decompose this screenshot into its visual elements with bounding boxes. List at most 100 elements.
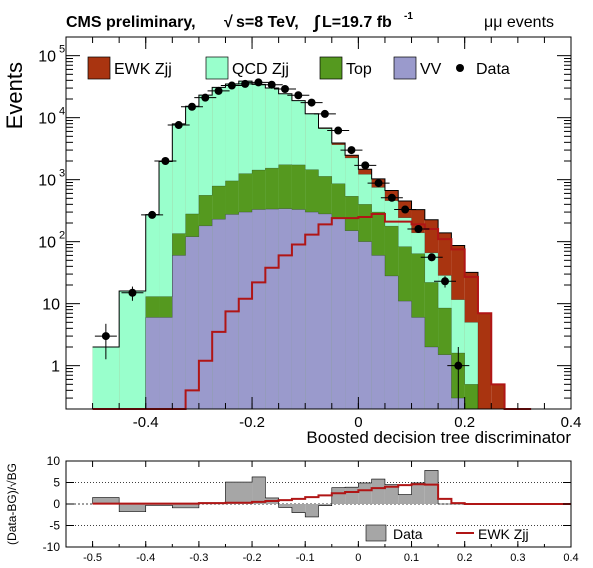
integral-symbol: ∫ xyxy=(313,12,321,32)
ratio-legend-data-swatch xyxy=(365,524,387,542)
ratio-y-tick-label: -5 xyxy=(49,519,60,533)
channel-label: μμ events xyxy=(484,14,554,31)
ratio-x-tick-label: 0.1 xyxy=(404,552,419,564)
ratio-data-bar xyxy=(252,476,266,504)
ewk-zjj-bar xyxy=(477,313,492,409)
vv-bar xyxy=(172,255,186,409)
vv-bar xyxy=(371,255,385,409)
vv-bar xyxy=(331,218,346,409)
ratio-data-outline xyxy=(92,470,532,518)
ratio-x-axis: -0.5 -0.4 -0.3 -0.2 -0.1 0 0.1 0.2 0.3 0.4 xyxy=(65,461,579,564)
ratio-y-tick-label: 5 xyxy=(53,476,60,490)
data-point xyxy=(254,78,263,87)
ratio-data-bar xyxy=(358,482,372,504)
y-tick-label: 1 xyxy=(51,359,60,376)
ratio-data-bar xyxy=(424,470,439,504)
data-point xyxy=(148,210,157,219)
data-point xyxy=(101,332,110,341)
y-tick-exponent: 4 xyxy=(59,106,65,118)
legend-label: Data xyxy=(476,61,510,78)
x-tick-label: 0.2 xyxy=(454,414,475,431)
ratio-data-bar xyxy=(145,504,173,506)
data-points xyxy=(94,78,470,409)
data-point xyxy=(387,193,396,202)
ratio-legend-label: Data xyxy=(393,526,423,542)
data-point xyxy=(161,157,170,165)
vv-bar xyxy=(238,212,253,409)
vv-outline xyxy=(92,208,532,410)
ratio-ewk-line xyxy=(92,483,571,505)
ratio-data-bar xyxy=(411,482,425,504)
legend-label: VV xyxy=(420,61,442,78)
data-point xyxy=(128,288,137,297)
ratio-data-bar xyxy=(172,504,199,508)
data-point xyxy=(267,80,276,89)
vv-bar xyxy=(345,230,359,409)
data-point xyxy=(401,205,410,214)
x-tick-label: -0.4 xyxy=(133,414,159,431)
ratio-data-bar xyxy=(92,497,120,504)
ratio-ewk-step xyxy=(92,483,571,505)
legend-swatch-qcd-zjj xyxy=(205,56,229,80)
ratio-data-bar xyxy=(345,487,359,504)
sqrt-symbol: √ xyxy=(224,14,233,31)
ratio-data-bar xyxy=(318,504,332,506)
qcd-zjj-bar xyxy=(119,291,146,409)
data-point xyxy=(227,81,236,90)
ratio-data-bar xyxy=(331,487,346,504)
y-tick-exponent: 3 xyxy=(59,168,65,180)
experiment-label: CMS preliminary, xyxy=(66,14,196,31)
vv-layer xyxy=(145,208,465,409)
data-point xyxy=(214,86,223,95)
ratio-y-tick-label: 10 xyxy=(47,454,61,468)
y-axis-title: Events xyxy=(2,62,27,129)
data-point xyxy=(334,126,343,135)
ratio-y-axis: 10 5 0 -5 -10 xyxy=(43,454,571,554)
vv-bar xyxy=(212,219,226,409)
data-point xyxy=(414,225,423,234)
ewk-zjj-line-histogram xyxy=(92,212,532,410)
data-point xyxy=(174,121,183,130)
y-tick-label: 10 xyxy=(42,297,60,314)
data-point xyxy=(361,161,370,170)
vv-bar xyxy=(305,212,319,409)
vv-bar xyxy=(278,208,292,409)
ratio-legend-label: EWK Zjj xyxy=(478,526,529,542)
ratio-data-bar xyxy=(291,504,306,513)
x-tick-label: 0.4 xyxy=(561,414,582,431)
x-tick-label: 0 xyxy=(354,414,362,431)
ratio-data-bar xyxy=(398,494,412,504)
ratio-data-bar xyxy=(278,504,292,508)
ratio-x-tick-label: 0.4 xyxy=(563,552,578,564)
data-point xyxy=(281,84,290,93)
legend-swatch-ewk-zjj xyxy=(87,56,111,80)
legend-label: EWK Zjj xyxy=(114,61,172,78)
ewk-zjj-bar xyxy=(491,384,505,409)
y-tick-label: 10 xyxy=(38,111,56,128)
ratio-plot: -0.5 -0.4 -0.3 -0.2 -0.1 0 0.1 0.2 0.3 0.4 10 5 0 -5… xyxy=(5,454,579,564)
ratio-x-tick-label: -0.5 xyxy=(83,552,102,564)
ratio-x-tick-label: 0.2 xyxy=(457,552,472,564)
data-point xyxy=(294,91,303,100)
top-outline xyxy=(92,164,532,410)
legend-swatch-vv xyxy=(393,56,417,80)
ratio-data-bar xyxy=(119,504,146,512)
luminosity-label: L=19.7 fb xyxy=(322,14,392,31)
top-bar xyxy=(464,384,478,409)
legend-label: Top xyxy=(346,61,372,78)
legend-label: QCD Zjj xyxy=(232,61,289,78)
vv-bar xyxy=(318,213,332,409)
vv-bar xyxy=(358,241,372,409)
vv-bar xyxy=(198,225,213,409)
ewk-zjj-step-line xyxy=(92,212,532,410)
data-point xyxy=(187,102,196,111)
legend-data-marker xyxy=(456,64,464,72)
data-point xyxy=(441,277,450,286)
ratio-data-bar xyxy=(305,504,319,517)
ratio-data-bar xyxy=(384,484,399,504)
vv-bar xyxy=(252,209,266,409)
stacked-histograms xyxy=(92,80,532,410)
energy-label: s=8 TeV, xyxy=(236,14,299,31)
data-point xyxy=(241,79,250,88)
